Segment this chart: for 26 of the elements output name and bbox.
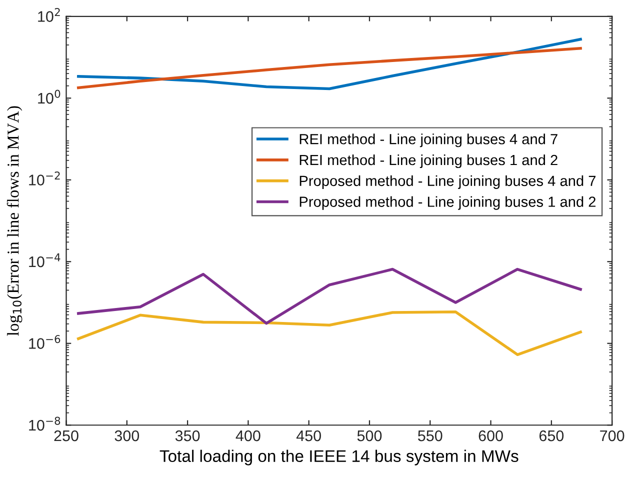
x-tick-label: 550 — [418, 430, 442, 442]
legend-label: REI method - Line joining buses 4 and 7 — [300, 134, 558, 148]
y-tick-label: 10$^{−2}$ — [29, 172, 60, 186]
x-tick-label: 500 — [357, 430, 382, 442]
line-series — [76, 268, 582, 325]
y-tick-label: 10$^{−6}$ — [29, 335, 60, 349]
line-series — [76, 310, 582, 356]
x-tick-label: 650 — [539, 430, 564, 442]
line-series — [76, 46, 582, 90]
x-tick-label: 250 — [54, 430, 78, 442]
y-tick-label: 10$^{−8}$ — [29, 416, 60, 431]
x-tick-label: 450 — [296, 430, 321, 442]
x-tick-label: 300 — [114, 430, 140, 442]
legend-label: REI method - Line joining buses 1 and 2 — [300, 154, 558, 168]
y-tick-label: 10$^{2}$ — [38, 8, 60, 22]
y-axis-title: log$_{10}$(Error in line flows in MVA) — [6, 106, 22, 336]
y-tick-label: 10$^{−4}$ — [29, 253, 60, 268]
x-tick-label: 700 — [600, 430, 624, 442]
x-axis-title: Total loading on the IEEE 14 bus system in MWs — [160, 450, 518, 466]
x-tick-label: 600 — [478, 430, 503, 442]
y-tick-label: 10$^{0}$ — [38, 90, 60, 104]
line-series — [76, 38, 582, 90]
x-tick-label: 400 — [236, 430, 260, 442]
legend-label: Proposed method - Line joining buses 4 and 7 — [300, 175, 596, 189]
legend-label: Proposed method - Line joining buses 1 and 2 — [300, 196, 596, 210]
x-tick-label: 350 — [175, 430, 200, 442]
